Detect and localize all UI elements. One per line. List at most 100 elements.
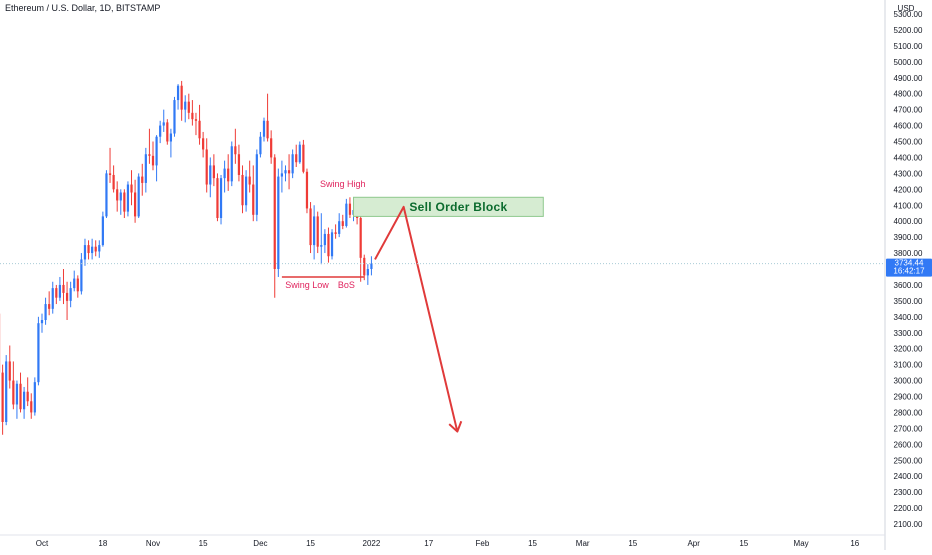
candle-body <box>62 285 64 293</box>
x-tick-label: 2022 <box>363 539 381 548</box>
candle <box>302 140 304 173</box>
candle-body <box>349 204 351 215</box>
candle-body <box>73 279 75 289</box>
candle <box>299 142 301 164</box>
candle-body <box>55 288 57 298</box>
candle <box>127 181 129 216</box>
candle <box>220 175 222 224</box>
x-tick-label: Dec <box>253 539 267 548</box>
y-tick-label: 2300.00 <box>894 488 923 497</box>
candle <box>138 173 140 218</box>
x-tick-label: Oct <box>36 539 49 548</box>
y-tick-label: 4900.00 <box>894 74 923 83</box>
candle-body <box>148 154 150 156</box>
candle-body <box>249 177 251 185</box>
y-tick-label: 2400.00 <box>894 472 923 481</box>
candle-body <box>284 170 286 173</box>
candle-body <box>145 154 147 183</box>
candle <box>105 170 107 218</box>
candle-body <box>123 193 125 212</box>
y-tick-label: 2900.00 <box>894 393 923 402</box>
y-tick-label: 2100.00 <box>894 520 923 529</box>
candle-body <box>173 100 175 133</box>
candle <box>34 377 36 415</box>
x-tick-label: 15 <box>739 539 748 548</box>
candle <box>102 212 104 247</box>
candle-body <box>288 170 290 173</box>
candle-body <box>181 86 183 110</box>
y-tick-label: 4800.00 <box>894 90 923 99</box>
candle-body <box>302 145 304 172</box>
y-tick-label: 3100.00 <box>894 361 923 370</box>
candle-body <box>34 382 36 412</box>
x-tick-label: Feb <box>476 539 490 548</box>
candle-body <box>202 138 204 149</box>
candle-body <box>105 173 107 216</box>
candle-body <box>363 258 365 276</box>
y-tick-label: 2200.00 <box>894 504 923 513</box>
candle-body <box>141 177 143 183</box>
candle-body <box>113 175 115 189</box>
y-tick-label: 2500.00 <box>894 456 923 465</box>
y-tick-label: 3900.00 <box>894 233 923 242</box>
x-tick-label: 15 <box>628 539 637 548</box>
candle-body <box>292 154 294 173</box>
candle-body <box>170 134 172 142</box>
x-tick-label: 17 <box>424 539 433 548</box>
candle-body <box>27 392 29 402</box>
candle-body <box>331 232 333 256</box>
candle-body <box>120 193 122 201</box>
y-tick-label: 2700.00 <box>894 424 923 433</box>
candle-body <box>127 185 129 212</box>
candle-body <box>138 177 140 217</box>
candle <box>277 169 279 277</box>
candle-body <box>48 304 50 309</box>
y-tick-label: 4700.00 <box>894 106 923 115</box>
candle-body <box>159 126 161 137</box>
candle-body <box>91 247 93 253</box>
candle-body <box>342 221 344 226</box>
x-tick-label: 18 <box>98 539 107 548</box>
y-tick-label: 2800.00 <box>894 408 923 417</box>
candle-body <box>345 204 347 226</box>
y-tick-label: 4600.00 <box>894 122 923 131</box>
candle-body <box>44 304 46 320</box>
candle <box>256 149 258 221</box>
candle-body <box>263 121 265 137</box>
candle <box>331 229 333 259</box>
candle <box>173 97 175 137</box>
x-tick-label: 15 <box>306 539 315 548</box>
currency-label: USD <box>898 4 915 13</box>
candle-body <box>52 288 54 309</box>
candle-body <box>266 121 268 139</box>
candle-body <box>259 137 261 155</box>
candle-body <box>98 245 100 251</box>
candle <box>216 173 218 221</box>
candle-body <box>166 122 168 141</box>
candle-body <box>195 119 197 121</box>
x-tick-label: May <box>794 539 809 548</box>
candle-body <box>313 216 315 245</box>
symbol-title: Ethereum / U.S. Dollar, 1D, BITSTAMP <box>5 3 160 13</box>
candle-body <box>241 175 243 205</box>
candle-body <box>84 245 86 259</box>
y-tick-label: 3600.00 <box>894 281 923 290</box>
candle-body <box>177 86 179 100</box>
candle-body <box>338 221 340 234</box>
x-tick-label: 16 <box>850 539 859 548</box>
candle-body <box>245 177 247 206</box>
y-tick-label: 3500.00 <box>894 297 923 306</box>
candle-body <box>220 178 222 218</box>
candle-body <box>184 102 186 110</box>
candle-body <box>227 169 229 182</box>
candle <box>306 169 308 214</box>
y-tick-label: 4300.00 <box>894 169 923 178</box>
candle-body <box>198 121 200 139</box>
y-tick-label: 4200.00 <box>894 185 923 194</box>
candle-body <box>163 122 165 125</box>
candle-body <box>370 264 372 269</box>
candle-body <box>335 232 337 234</box>
